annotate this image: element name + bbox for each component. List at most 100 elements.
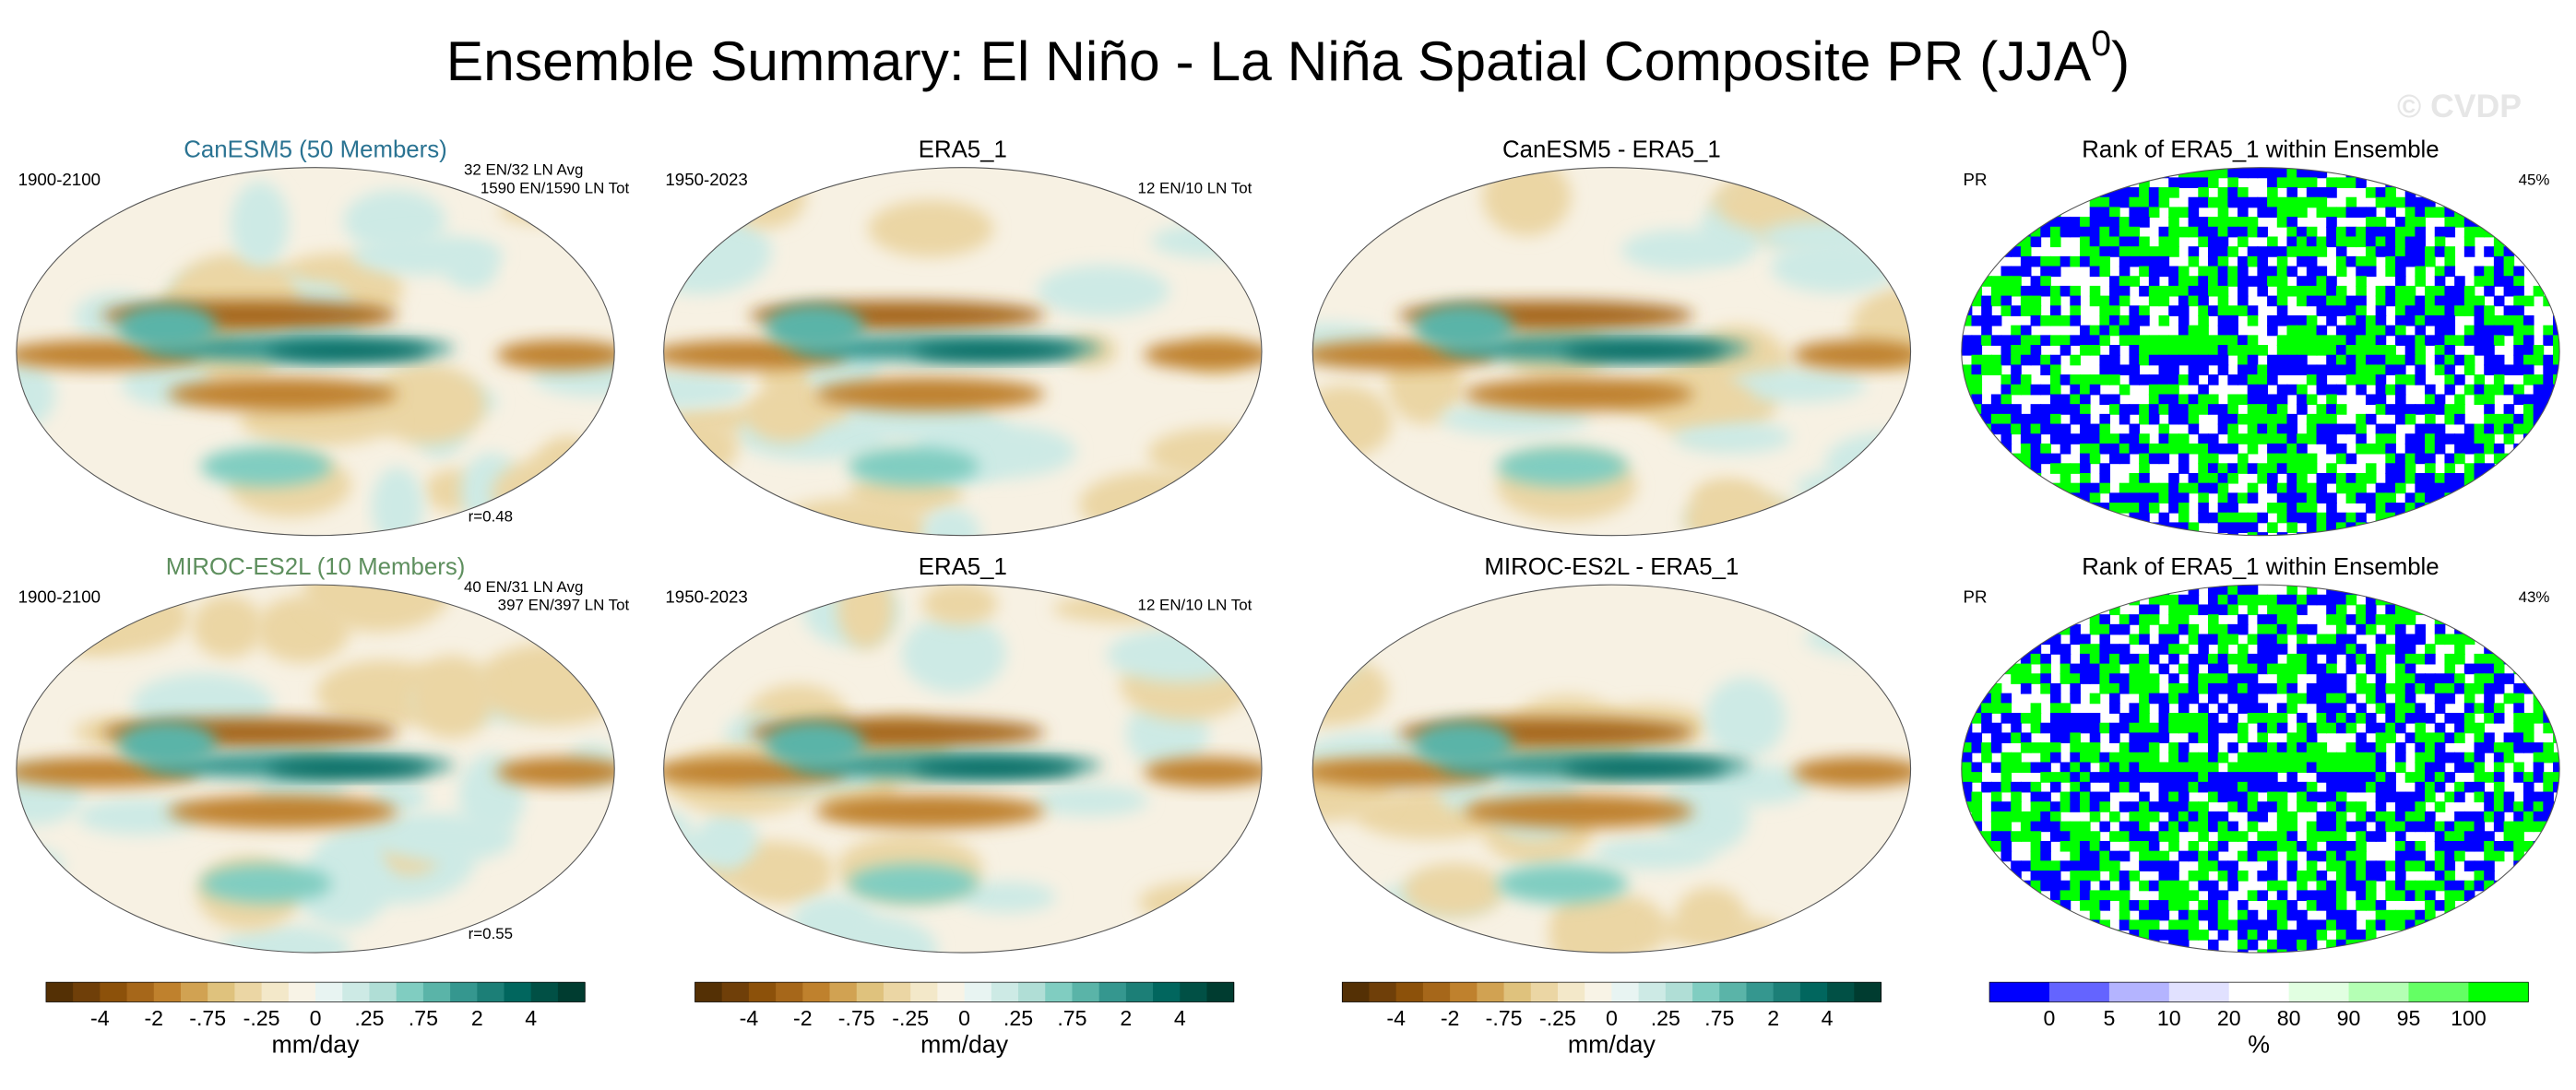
rank-cell xyxy=(2247,930,2259,941)
rank-cell xyxy=(2217,314,2229,326)
rank-cell xyxy=(2227,463,2238,474)
rank-cell xyxy=(2089,840,2101,852)
rank-cell xyxy=(2030,345,2042,356)
rank-cell xyxy=(2326,791,2337,803)
rank-cell xyxy=(2335,939,2347,951)
rank-cell xyxy=(2474,762,2486,774)
rank-cell xyxy=(2306,433,2318,444)
rank-cell xyxy=(2000,384,2012,396)
rank-cell xyxy=(2415,772,2426,783)
rank-cell xyxy=(2395,413,2406,425)
rank-cell xyxy=(2238,226,2249,238)
colorbar-box xyxy=(1799,982,1828,1002)
rank-cell xyxy=(2000,909,2012,921)
rank-cell xyxy=(2444,404,2456,415)
rank-cell xyxy=(2030,276,2042,287)
rank-cell xyxy=(2040,255,2051,267)
rank-cell xyxy=(2158,831,2170,842)
colorbar-box xyxy=(1369,982,1397,1002)
rank-cell xyxy=(2129,653,2141,665)
rank-cell xyxy=(2168,177,2179,188)
rank-cell xyxy=(2434,364,2446,376)
precip-anomaly xyxy=(663,875,713,916)
rank-cell xyxy=(2404,703,2416,714)
rank-cell xyxy=(2198,364,2209,376)
rank-cell xyxy=(2553,713,2560,724)
rank-cell xyxy=(2543,196,2554,208)
rank-cell xyxy=(2474,522,2486,533)
rank-cell xyxy=(2395,463,2406,474)
rank-cell xyxy=(2434,919,2446,931)
rank-cell xyxy=(2365,354,2377,366)
rank-cell xyxy=(2454,821,2465,833)
rank-cell xyxy=(2129,919,2141,931)
rank-cell xyxy=(2356,226,2367,238)
rank-cell xyxy=(2503,801,2515,812)
rank-cell xyxy=(2415,453,2426,465)
rank-cell xyxy=(2119,453,2131,465)
rank-cell xyxy=(2356,742,2367,753)
rank-cell xyxy=(2238,663,2249,675)
rank-cell xyxy=(2060,880,2071,892)
rank-cell xyxy=(2109,949,2120,954)
rank-cell xyxy=(2217,781,2229,793)
rank-cell xyxy=(2335,423,2347,435)
rank-cell xyxy=(2356,831,2367,842)
rank-cell xyxy=(2326,713,2337,724)
rank-cell xyxy=(2425,653,2436,665)
rank-cell xyxy=(2247,226,2259,238)
rank-cell xyxy=(2227,404,2238,415)
rank-cell xyxy=(2158,255,2170,267)
rank-cell xyxy=(2434,703,2446,714)
rank-cell xyxy=(2316,196,2328,208)
rank-cell xyxy=(2345,472,2357,484)
colorbar-box xyxy=(1746,982,1775,1002)
rank-cell xyxy=(2109,276,2120,287)
rank-cell xyxy=(1990,413,2002,425)
rank-cell xyxy=(2060,532,2071,536)
rank-cell xyxy=(2415,236,2426,248)
rank-cell xyxy=(2188,325,2200,337)
rank-cell xyxy=(2070,354,2081,366)
rank-cell xyxy=(2415,482,2426,494)
rank-cell xyxy=(2543,634,2554,646)
rank-cell xyxy=(2238,295,2249,307)
rank-cell xyxy=(2040,762,2051,774)
rank-cell xyxy=(2553,443,2560,455)
rank-cell xyxy=(2316,364,2328,376)
rank-cell xyxy=(2356,423,2367,435)
rank-cell xyxy=(2080,345,2091,356)
rank-cell xyxy=(2425,682,2436,694)
rank-cell xyxy=(1961,732,1973,743)
rank-cell xyxy=(1961,682,1973,694)
rank-cell xyxy=(2513,722,2524,734)
rank-cell xyxy=(1971,295,1983,307)
rank-cell xyxy=(2493,840,2505,852)
colorbar-unit: % xyxy=(2248,1031,2270,1059)
rank-cell xyxy=(2178,703,2190,714)
colorbar-box xyxy=(1477,982,1505,1002)
rank-cell xyxy=(1981,880,1992,892)
rank-cell xyxy=(2316,634,2328,646)
rank-cell xyxy=(2553,394,2560,406)
rank-cell xyxy=(1981,236,1992,248)
rank-cell xyxy=(2198,384,2209,396)
rank-cell xyxy=(2257,266,2268,278)
rank-cell xyxy=(2217,266,2229,278)
rank-cell xyxy=(2316,594,2328,606)
rank-cell xyxy=(2543,663,2554,675)
rank-cell xyxy=(2099,614,2110,625)
rank-cell xyxy=(2404,167,2416,179)
rank-cell xyxy=(2297,295,2308,307)
rank-cell xyxy=(2020,512,2032,524)
rank-cell xyxy=(2207,472,2219,484)
rank-cell xyxy=(2434,246,2446,257)
rank-cell xyxy=(2415,713,2426,724)
rank-cell xyxy=(2030,801,2042,812)
rank-cell xyxy=(2020,634,2032,646)
rank-cell xyxy=(2148,276,2160,287)
rank-cell xyxy=(2119,949,2131,954)
rank-cell xyxy=(2178,295,2190,307)
rank-cell xyxy=(2070,384,2081,396)
rank-cell xyxy=(2129,752,2141,764)
